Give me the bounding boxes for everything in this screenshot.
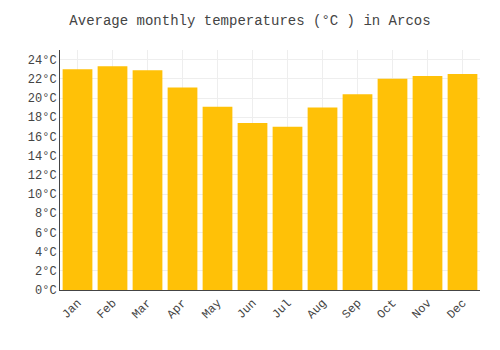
svg-text:20°C: 20°C — [28, 92, 57, 106]
svg-text:Sep: Sep — [339, 297, 364, 322]
svg-text:Dec: Dec — [444, 297, 469, 322]
svg-text:Jun: Jun — [234, 297, 259, 322]
svg-text:4°C: 4°C — [35, 246, 57, 260]
svg-text:Feb: Feb — [94, 297, 119, 322]
svg-text:16°C: 16°C — [28, 131, 57, 145]
svg-text:Nov: Nov — [409, 297, 434, 322]
svg-text:12°C: 12°C — [28, 169, 57, 183]
svg-text:6°C: 6°C — [35, 227, 57, 241]
svg-text:May: May — [199, 297, 224, 322]
svg-text:24°C: 24°C — [28, 54, 57, 68]
svg-text:10°C: 10°C — [28, 188, 57, 202]
svg-text:0°C: 0°C — [35, 284, 57, 298]
svg-text:18°C: 18°C — [28, 111, 57, 125]
svg-text:22°C: 22°C — [28, 73, 57, 87]
svg-text:14°C: 14°C — [28, 150, 57, 164]
svg-text:Mar: Mar — [129, 297, 154, 322]
svg-text:Aug: Aug — [304, 297, 329, 322]
svg-text:Apr: Apr — [164, 297, 189, 322]
svg-text:Jan: Jan — [59, 297, 84, 322]
svg-text:2°C: 2°C — [35, 265, 57, 279]
svg-text:Oct: Oct — [374, 297, 399, 322]
svg-text:Jul: Jul — [269, 297, 294, 322]
svg-text:8°C: 8°C — [35, 207, 57, 221]
svg-text:Average monthly temperatures (: Average monthly temperatures (°C ) in Ar… — [69, 13, 430, 29]
